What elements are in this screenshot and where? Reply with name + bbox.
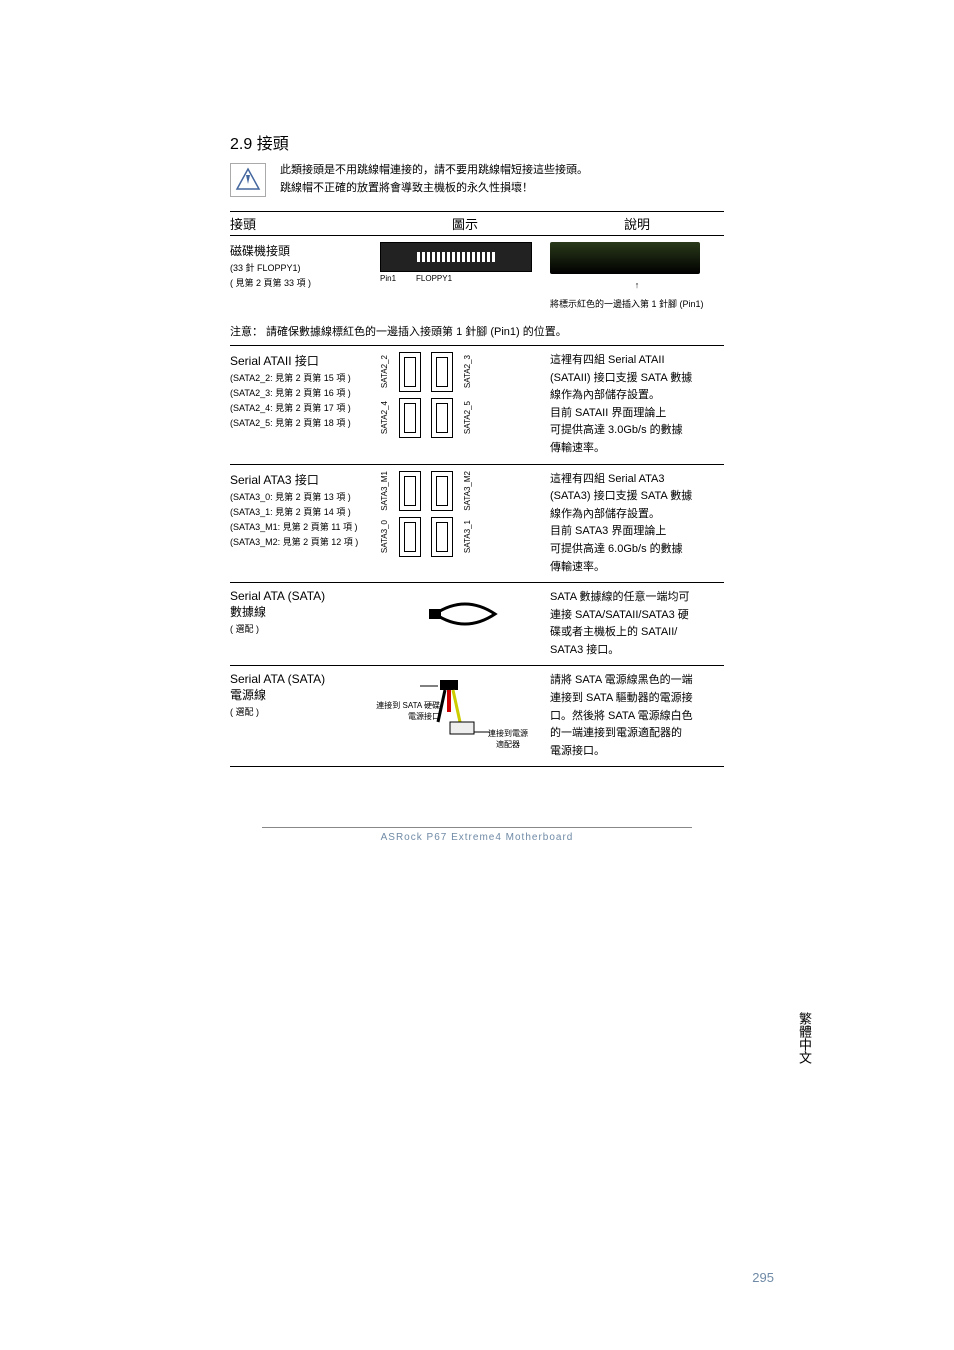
pin1-label: Pin1 (380, 274, 396, 283)
section-title: 2.9 接頭 (230, 130, 724, 154)
footer-text: ASRock P67 Extreme4 Motherboard (230, 832, 724, 843)
sata-data-desc: 連接 SATA/SATAII/SATA3 硬 (550, 607, 724, 625)
sata-label: SATA2_3 (463, 355, 472, 388)
header-mid: 圖示 (380, 214, 550, 233)
sata-data-sub: ( 選配 ) (230, 622, 380, 635)
page-footer: ASRock P67 Extreme4 Motherboard (230, 827, 724, 843)
floppy-title: 磁碟機接頭 (230, 242, 380, 259)
floppy-label: FLOPPY1 (416, 274, 452, 283)
sata2-sub: (SATA2_4: 見第 2 頁第 17 項 ) (230, 401, 380, 414)
sata3-desc: 目前 SATA3 界面理論上 (550, 523, 724, 541)
sata3-desc: 可提供高達 6.0Gb/s 的數據 (550, 541, 724, 559)
sata-power-desc: 電源接口。 (550, 743, 724, 761)
sata-power-desc: 請將 SATA 電源線黑色的一端 (550, 672, 724, 690)
sata2-desc: 目前 SATAII 界面理論上 (550, 405, 724, 423)
warning-note: 此類接頭是不用跳線帽連接的，請不要用跳線帽短接這些接頭。 跳線帽不正確的放置將會… (230, 162, 724, 197)
sata-label: SATA3_1 (463, 520, 472, 553)
sata3-sub: (SATA3_0: 見第 2 頁第 13 項 ) (230, 490, 380, 503)
floppy-sub: ( 見第 2 頁第 33 項 ) (230, 276, 380, 289)
warning-line: 此類接頭是不用跳線帽連接的，請不要用跳線帽短接這些接頭。 (280, 162, 588, 180)
sata2-desc: (SATAII) 接口支援 SATA 數據 (550, 370, 724, 388)
header-left: 接頭 (230, 214, 380, 233)
sata-power-desc: 的一端連接到電源適配器的 (550, 725, 724, 743)
power-label: 連接到電源 (488, 729, 528, 738)
sata3-sub: (SATA3_1: 見第 2 頁第 14 項 ) (230, 505, 380, 518)
sata-data-sub: 數據線 (230, 603, 380, 620)
power-label: 電源接口 (408, 712, 440, 721)
sata-data-entry: Serial ATA (SATA) 數據線 ( 選配 ) SATA 數據線的任意… (230, 583, 724, 666)
sata-label: SATA3_0 (380, 520, 389, 553)
sata2-sub: (SATA2_5: 見第 2 頁第 18 項 ) (230, 416, 380, 429)
warning-icon (230, 163, 266, 197)
sata3-sub: (SATA3_M2: 見第 2 頁第 12 項 ) (230, 535, 380, 548)
sata-power-title: Serial ATA (SATA) (230, 672, 380, 686)
sata3-desc: (SATA3) 接口支援 SATA 數據 (550, 488, 724, 506)
sata2-desc: 線作為內部儲存設置。 (550, 387, 724, 405)
sata3-desc: 傳輸速率。 (550, 559, 724, 577)
sata-power-desc: 口。然後將 SATA 電源線白色 (550, 708, 724, 726)
sata-label: SATA3_M1 (380, 471, 389, 511)
sata2-title: Serial ATAII 接口 (230, 352, 380, 369)
sata3-desc: 這裡有四組 Serial ATA3 (550, 471, 724, 489)
sata2-entry: Serial ATAII 接口 (SATA2_2: 見第 2 頁第 15 項 )… (230, 346, 724, 465)
floppy-sub: (33 針 FLOPPY1) (230, 261, 380, 274)
power-label: 連接到 SATA 硬碟 (376, 701, 440, 710)
sata-label: SATA2_2 (380, 355, 389, 388)
power-label: 適配器 (496, 740, 520, 749)
table-header: 接頭 圖示 說明 (230, 211, 724, 236)
sata-power-desc: 連接到 SATA 驅動器的電源接 (550, 690, 724, 708)
floppy-entry: 磁碟機接頭 (33 針 FLOPPY1) ( 見第 2 頁第 33 項 ) Pi… (230, 236, 724, 317)
sata3-sub: (SATA3_M1: 見第 2 頁第 11 項 ) (230, 520, 380, 533)
sata2-desc: 這裡有四組 Serial ATAII (550, 352, 724, 370)
floppy-note: 將標示紅色的一邊插入第 1 針腳 (Pin1) (550, 297, 724, 311)
sata3-diagram: SATA3_M1 SATA3_M2 (380, 471, 550, 511)
sata-data-title: Serial ATA (SATA) (230, 589, 380, 603)
language-tab: 繁體中文 (795, 1012, 814, 1064)
notice-line: 注意： 請確保數據線標紅色的一邊插入接頭第 1 針腳 (Pin1) 的位置。 (230, 317, 724, 346)
sata2-diagram: SATA2_4 SATA2_5 (380, 398, 550, 438)
header-right: 說明 (550, 214, 724, 233)
sata-label: SATA3_M2 (463, 471, 472, 511)
page-number: 295 (752, 1270, 774, 1285)
sata-data-desc: SATA3 接口。 (550, 642, 724, 660)
memory-module-image (550, 242, 700, 274)
sata2-desc: 可提供高達 3.0Gb/s 的數據 (550, 422, 724, 440)
sata-power-sub: 電源線 (230, 686, 380, 703)
sata2-desc: 傳輸速率。 (550, 440, 724, 458)
sata3-desc: 線作為內部儲存設置。 (550, 506, 724, 524)
sata2-sub: (SATA2_3: 見第 2 頁第 16 項 ) (230, 386, 380, 399)
sata-data-desc: SATA 數據線的任意一端均可 (550, 589, 724, 607)
sata-power-sub: ( 選配 ) (230, 705, 380, 718)
sata-label: SATA2_4 (380, 401, 389, 434)
sata2-sub: (SATA2_2: 見第 2 頁第 15 項 ) (230, 371, 380, 384)
sata2-diagram: SATA2_2 SATA2_3 (380, 352, 550, 392)
sata3-entry: Serial ATA3 接口 (SATA3_0: 見第 2 頁第 13 項 ) … (230, 465, 724, 584)
sata-data-desc: 碟或者主機板上的 SATAII/ (550, 624, 724, 642)
warning-line: 跳線帽不正確的放置將會導致主機板的永久性損壞！ (280, 180, 588, 198)
sata3-title: Serial ATA3 接口 (230, 471, 380, 488)
sata3-diagram: SATA3_0 SATA3_1 (380, 517, 550, 557)
sata-label: SATA2_5 (463, 401, 472, 434)
floppy-diagram (380, 242, 532, 272)
sata-power-entry: Serial ATA (SATA) 電源線 ( 選配 ) 連接到 SATA 硬碟… (230, 666, 724, 767)
sata-cable-image (425, 589, 505, 639)
